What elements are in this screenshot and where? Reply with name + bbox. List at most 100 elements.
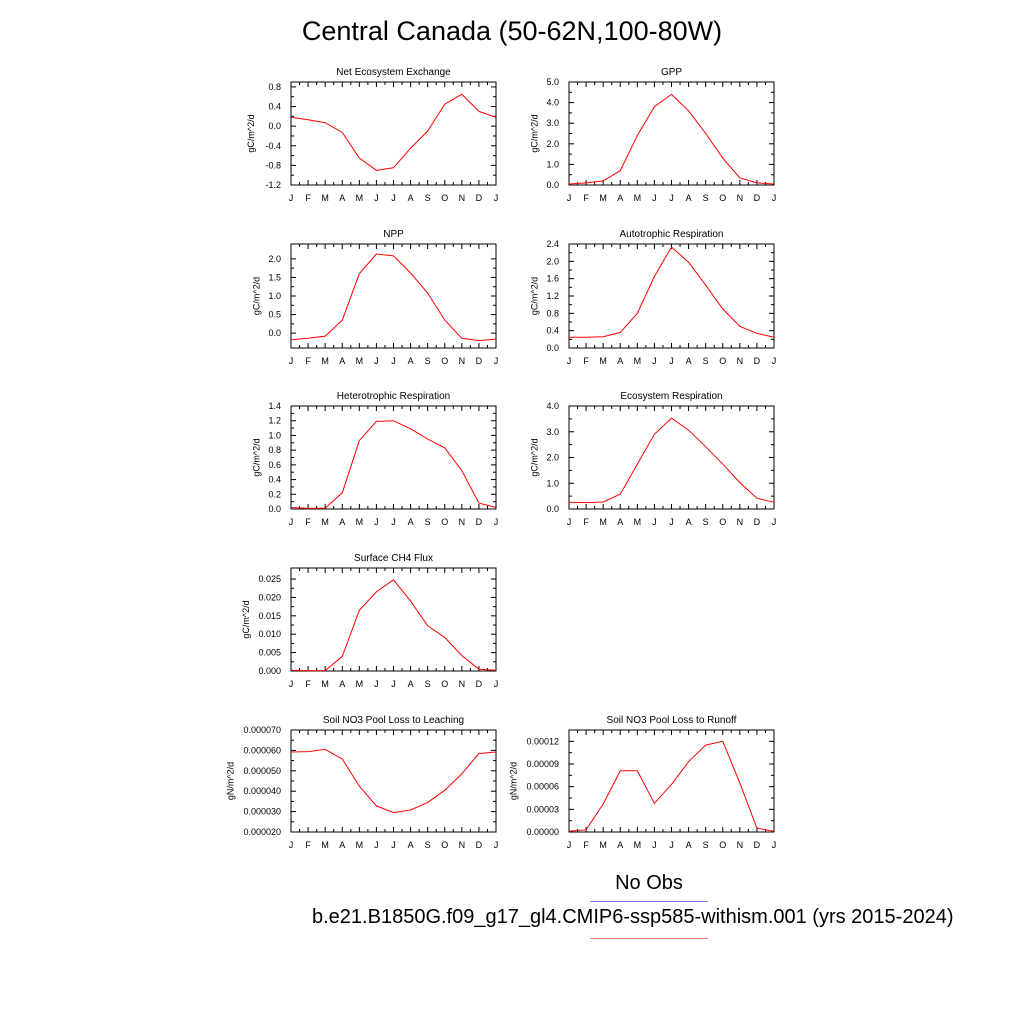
y-tick-label: 0.00003 bbox=[526, 804, 559, 814]
x-tick-label: J bbox=[391, 840, 396, 850]
x-tick-label: S bbox=[425, 679, 431, 689]
y-tick-label: 0.000060 bbox=[243, 745, 281, 755]
x-tick-label: J bbox=[289, 679, 294, 689]
y-tick-label: 1.0 bbox=[268, 430, 281, 440]
x-tick-label: F bbox=[305, 193, 311, 203]
x-tick-label: D bbox=[754, 517, 761, 527]
y-tick-label: 3.0 bbox=[546, 118, 559, 128]
x-tick-label: J bbox=[391, 679, 396, 689]
series-line bbox=[290, 420, 497, 509]
x-tick-label: J bbox=[772, 840, 777, 850]
x-tick-label: S bbox=[703, 193, 709, 203]
x-tick-label: N bbox=[459, 193, 466, 203]
series-line bbox=[569, 246, 775, 338]
y-tick-label: 1.0 bbox=[268, 291, 281, 301]
x-tick-label: O bbox=[441, 679, 448, 689]
x-tick-label: M bbox=[634, 517, 642, 527]
x-tick-label: J bbox=[289, 517, 294, 527]
series-line bbox=[290, 579, 497, 672]
x-tick-label: A bbox=[686, 517, 692, 527]
x-tick-label: J bbox=[567, 517, 572, 527]
y-tick-label: 0.00009 bbox=[526, 759, 559, 769]
x-tick-label: A bbox=[339, 517, 345, 527]
x-tick-label: J bbox=[669, 517, 674, 527]
x-tick-label: M bbox=[634, 193, 642, 203]
x-tick-label: A bbox=[686, 840, 692, 850]
x-tick-label: J bbox=[289, 193, 294, 203]
x-tick-label: M bbox=[599, 517, 607, 527]
legend-obs-line bbox=[590, 901, 708, 902]
series-line bbox=[568, 93, 775, 185]
y-tick-label: 0.010 bbox=[258, 629, 281, 639]
y-tick-label: 1.0 bbox=[546, 159, 559, 169]
x-tick-label: A bbox=[408, 193, 414, 203]
panel-title: Surface CH4 Flux bbox=[354, 553, 433, 564]
y-tick-label: 0.000 bbox=[258, 666, 281, 676]
y-tick-label: 4.0 bbox=[546, 98, 559, 108]
y-tick-label: 0.025 bbox=[258, 574, 281, 584]
x-tick-label: S bbox=[425, 193, 431, 203]
x-tick-label: M bbox=[321, 679, 329, 689]
y-axis-label: gC/m^2/d bbox=[251, 277, 261, 315]
x-tick-label: O bbox=[441, 517, 448, 527]
y-tick-label: 2.0 bbox=[546, 453, 559, 463]
y-tick-label: 1.0 bbox=[546, 478, 559, 488]
series-line bbox=[290, 93, 497, 171]
y-axis-label: gC/m^2/d bbox=[251, 438, 261, 476]
x-tick-label: M bbox=[599, 356, 607, 366]
x-tick-label: J bbox=[494, 840, 499, 850]
y-tick-label: 0.0 bbox=[268, 504, 281, 514]
x-tick-label: D bbox=[754, 193, 761, 203]
y-tick-label: 0.000070 bbox=[243, 725, 281, 735]
x-tick-label: J bbox=[772, 517, 777, 527]
y-axis-label: gC/m^2/d bbox=[246, 114, 256, 152]
legend-case-line bbox=[590, 938, 708, 939]
y-tick-label: 1.2 bbox=[268, 416, 281, 426]
x-tick-label: J bbox=[669, 840, 674, 850]
x-tick-label: J bbox=[289, 840, 294, 850]
y-tick-label: 2.0 bbox=[546, 256, 559, 266]
x-tick-label: J bbox=[567, 840, 572, 850]
y-tick-label: 0.0 bbox=[546, 343, 559, 353]
x-tick-label: A bbox=[617, 356, 623, 366]
y-tick-label: 0.000030 bbox=[243, 807, 281, 817]
y-tick-label: 0.6 bbox=[268, 460, 281, 470]
y-tick-label: 4.0 bbox=[546, 401, 559, 411]
y-tick-label: 0.020 bbox=[258, 592, 281, 602]
x-tick-label: J bbox=[652, 840, 657, 850]
x-tick-label: J bbox=[652, 193, 657, 203]
series-line bbox=[290, 748, 497, 814]
plot-frame bbox=[290, 729, 497, 833]
x-tick-label: M bbox=[599, 193, 607, 203]
x-tick-label: M bbox=[356, 356, 364, 366]
x-tick-label: J bbox=[289, 356, 294, 366]
y-axis-label: gN/m^2/d bbox=[509, 762, 519, 800]
x-tick-label: N bbox=[737, 356, 744, 366]
panel-title: Autotrophic Respiration bbox=[620, 229, 724, 240]
x-tick-label: J bbox=[494, 517, 499, 527]
x-tick-label: O bbox=[719, 193, 726, 203]
series-line bbox=[290, 253, 497, 342]
x-tick-label: N bbox=[459, 840, 466, 850]
y-tick-label: 0.015 bbox=[258, 611, 281, 621]
series-line bbox=[568, 740, 775, 832]
x-tick-label: N bbox=[737, 840, 744, 850]
y-tick-label: 2.0 bbox=[546, 139, 559, 149]
y-tick-label: 1.5 bbox=[268, 272, 281, 282]
plot-frame bbox=[290, 243, 497, 349]
x-tick-label: J bbox=[669, 356, 674, 366]
y-tick-label: 2.4 bbox=[546, 239, 559, 249]
x-tick-label: J bbox=[374, 193, 379, 203]
panel-title: Net Ecosystem Exchange bbox=[336, 67, 451, 78]
x-tick-label: J bbox=[494, 193, 499, 203]
x-tick-label: N bbox=[737, 517, 744, 527]
y-tick-label: 0.0 bbox=[268, 121, 281, 131]
x-tick-label: A bbox=[408, 679, 414, 689]
panel-title: Soil NO3 Pool Loss to Leaching bbox=[323, 715, 464, 726]
plot-frame bbox=[290, 567, 497, 672]
